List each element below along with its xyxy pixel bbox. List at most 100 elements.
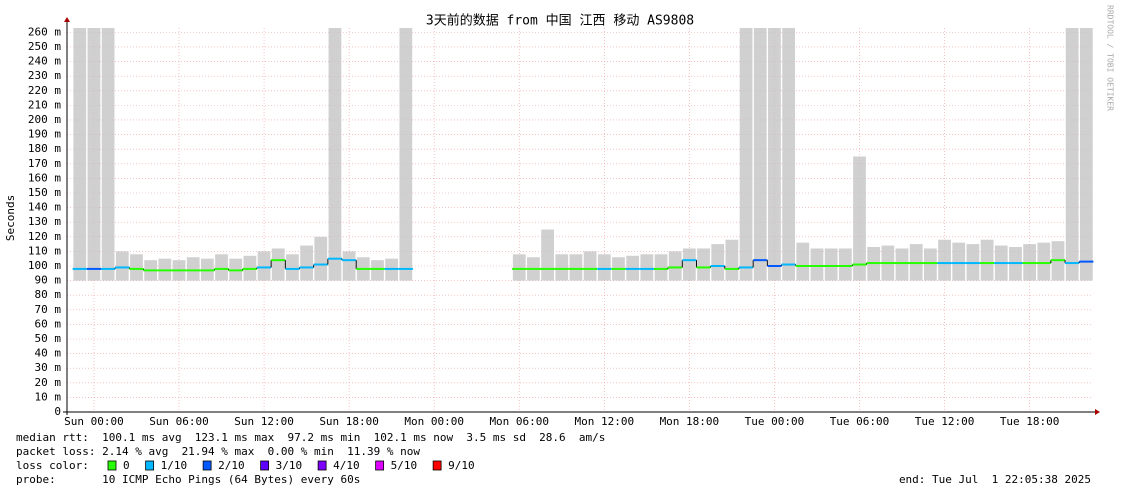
stats-line: median rtt: 100.1 ms avg 123.1 ms max 97… [16, 431, 605, 444]
smoke [300, 245, 313, 281]
y-tick-label: 200 m [28, 113, 61, 126]
smoke [73, 28, 87, 281]
x-tick-label: Mon 06:00 [489, 415, 549, 428]
y-tick-label: 140 m [28, 201, 61, 214]
smoke [1079, 28, 1093, 281]
y-tick-label: 110 m [28, 244, 61, 257]
smoke [286, 254, 299, 281]
legend-swatch [317, 460, 327, 471]
y-tick-label: 240 m [28, 55, 61, 68]
x-tick-label: Mon 00:00 [404, 415, 464, 428]
y-tick-label: 210 m [28, 98, 61, 111]
y-tick-label: 220 m [28, 84, 61, 97]
y-tick-label: 40 m [35, 347, 62, 360]
smoke [130, 254, 143, 281]
legend-swatch [107, 460, 117, 471]
smoke [640, 254, 654, 281]
smoke [371, 260, 384, 281]
y-tick-label: 150 m [28, 186, 61, 199]
smoke [555, 254, 569, 281]
smoke [796, 242, 810, 281]
smoke [512, 254, 526, 281]
y-tick-label: 260 m [28, 25, 61, 38]
y-axis-label: Seconds [4, 195, 17, 241]
legend-label: 1/10 [161, 459, 188, 472]
x-axis-arrow [1095, 409, 1100, 415]
smoke [583, 251, 597, 281]
x-tick-label: Tue 12:00 [915, 415, 975, 428]
y-tick-label: 60 m [35, 317, 62, 330]
x-tick-label: Sun 12:00 [234, 415, 294, 428]
smoke [810, 248, 824, 281]
end-time: end: Tue Jul 1 22:05:38 2025 [899, 473, 1091, 486]
x-tick-label: Sun 18:00 [319, 415, 379, 428]
y-tick-label: 70 m [35, 303, 62, 316]
y-tick-label: 20 m [35, 376, 62, 389]
smoke [328, 28, 342, 281]
legend-label: 9/10 [448, 459, 475, 472]
legend-swatch [145, 460, 155, 471]
smoke [186, 257, 200, 281]
y-tick-label: 100 m [28, 259, 61, 272]
smoke [87, 28, 101, 281]
y-tick-label: 80 m [35, 288, 62, 301]
smoke [768, 28, 781, 281]
legend-label: 0 [123, 459, 130, 472]
stats-line: packet loss: 2.14 % avg 21.94 % max 0.00… [16, 445, 420, 458]
smoke [824, 248, 838, 281]
smoke [725, 239, 739, 281]
smoke [342, 251, 356, 281]
smoke [739, 28, 753, 281]
smoke [101, 28, 115, 281]
smoke [895, 248, 909, 281]
smoke [215, 254, 228, 281]
smoke [980, 239, 994, 281]
legend-swatch [375, 460, 385, 471]
y-tick-label: 130 m [28, 215, 61, 228]
probe-info: probe: 10 ICMP Echo Pings (64 Bytes) eve… [16, 473, 360, 486]
legend-swatch [202, 460, 212, 471]
smoke [541, 229, 554, 281]
smoke [257, 251, 271, 281]
legend-swatch [260, 460, 270, 471]
x-tick-label: Mon 12:00 [575, 415, 635, 428]
smoke [1065, 28, 1079, 281]
x-tick-label: Tue 06:00 [830, 415, 890, 428]
y-tick-label: 50 m [35, 332, 62, 345]
x-tick-label: Sun 00:00 [64, 415, 124, 428]
legend-title: loss color: [16, 459, 89, 472]
smoke [654, 254, 668, 281]
smoke [1037, 242, 1051, 281]
smoke [569, 254, 583, 281]
y-tick-label: 160 m [28, 171, 61, 184]
y-tick-label: 120 m [28, 230, 61, 243]
x-tick-label: Sun 06:00 [149, 415, 209, 428]
chart-title: 3天前的数据 from 中国 江西 移动 AS9808 [426, 13, 694, 29]
y-tick-label: 190 m [28, 128, 61, 141]
smoke [115, 251, 129, 281]
y-tick-label: 230 m [28, 69, 61, 82]
smoke [838, 248, 852, 281]
x-tick-label: Mon 18:00 [660, 415, 720, 428]
y-tick-label: 180 m [28, 142, 61, 155]
smoke [597, 254, 611, 281]
smoke [853, 156, 866, 281]
smoke [782, 28, 795, 281]
smoke [924, 248, 937, 281]
smoke [952, 242, 966, 281]
watermark: RRDTOOL / TOBI OETIKER [1106, 5, 1115, 111]
smoke [711, 244, 725, 281]
x-tick-label: Tue 00:00 [745, 415, 805, 428]
legend-label: 3/10 [276, 459, 303, 472]
legend-swatch [432, 460, 442, 471]
y-tick-label: 0 [54, 405, 61, 418]
legend-label: 4/10 [333, 459, 360, 472]
smoke [682, 248, 696, 281]
y-tick-label: 170 m [28, 157, 61, 170]
legend-label: 2/10 [218, 459, 245, 472]
smoke [697, 248, 710, 281]
x-tick-label: Tue 18:00 [1000, 415, 1060, 428]
smoke [668, 251, 682, 281]
y-tick-label: 90 m [35, 274, 62, 287]
